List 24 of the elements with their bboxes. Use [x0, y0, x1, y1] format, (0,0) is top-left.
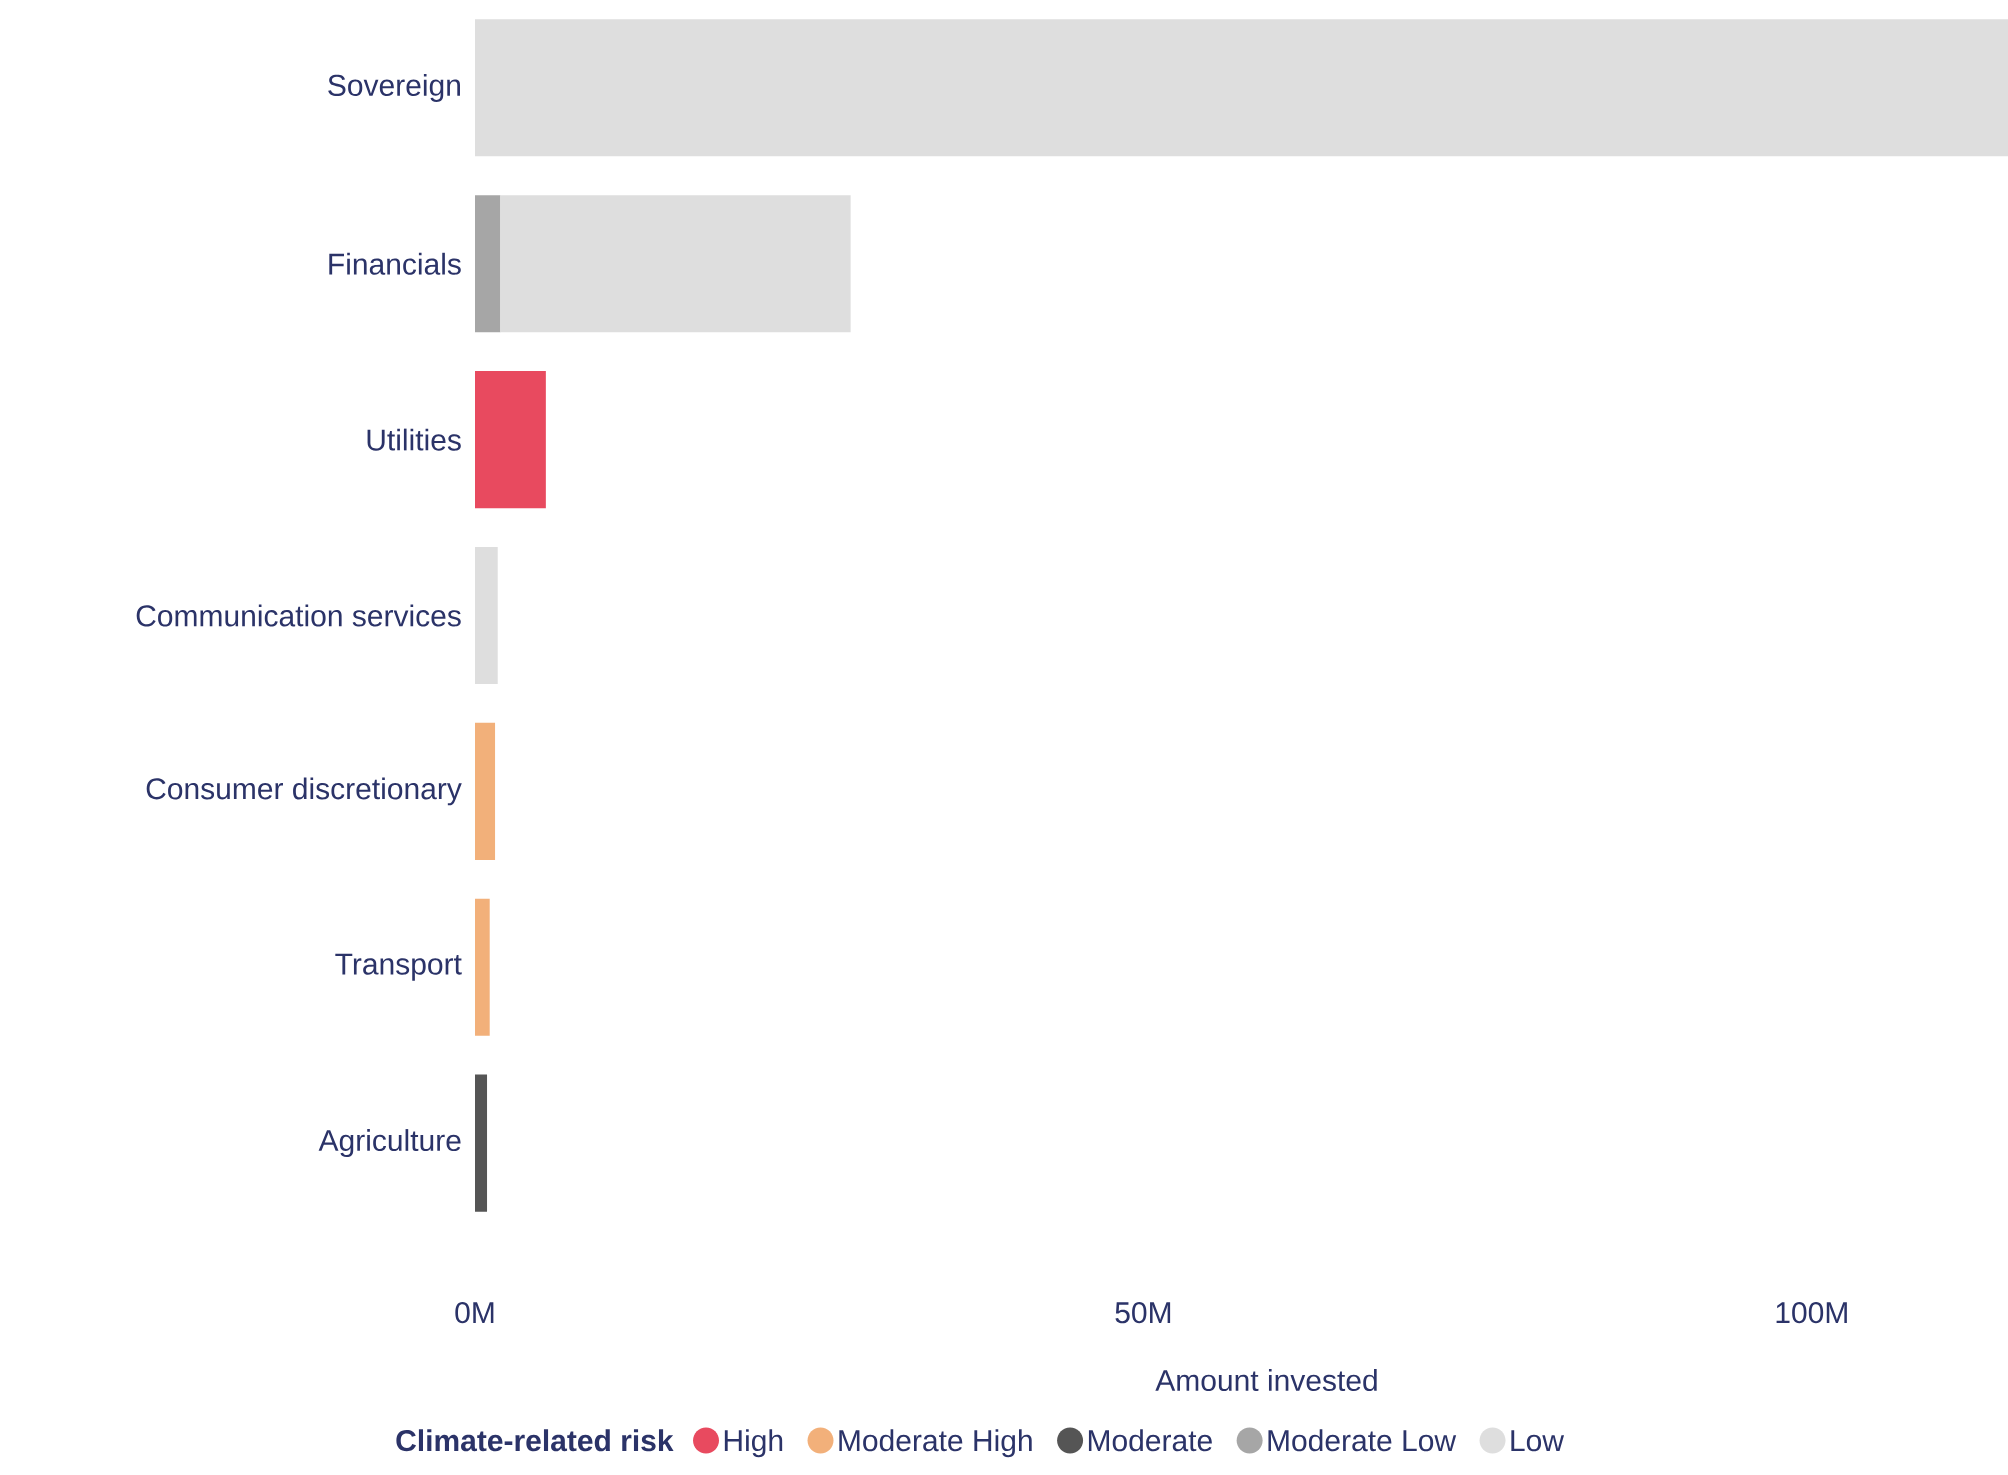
y-tick-label: Financials: [329, 252, 461, 275]
bar: [475, 722, 496, 860]
y-tick-label: Sovereign: [328, 73, 460, 102]
legend-label: High: [724, 1429, 783, 1458]
x-tick-label: 0M: [455, 1302, 494, 1324]
legend-label: Low: [1511, 1430, 1565, 1452]
y-tick-label: Consumer discretionary: [146, 777, 462, 806]
y-tick-label: Agriculture: [318, 1129, 461, 1158]
x-tick-label: 50M: [1115, 1302, 1171, 1324]
y-tick-label: Communication services: [136, 604, 461, 627]
bar: [500, 195, 851, 333]
legend-label: Moderate High: [839, 1429, 1032, 1458]
bar: [475, 546, 498, 685]
y-tick-label: Transport: [335, 953, 462, 981]
bar: [475, 898, 490, 1036]
legend-label: Moderate: [1088, 1429, 1212, 1452]
legend-title: Climate-related risk: [396, 1429, 674, 1452]
x-axis-title: Amount invested: [1155, 1369, 1377, 1392]
y-tick-label: Utilities: [367, 428, 461, 451]
bar: [475, 371, 546, 509]
bar: [475, 195, 501, 333]
legend-label: Moderate Low: [1268, 1429, 1457, 1452]
x-tick-label: 100M: [1776, 1302, 1847, 1324]
bar: [475, 1074, 488, 1212]
